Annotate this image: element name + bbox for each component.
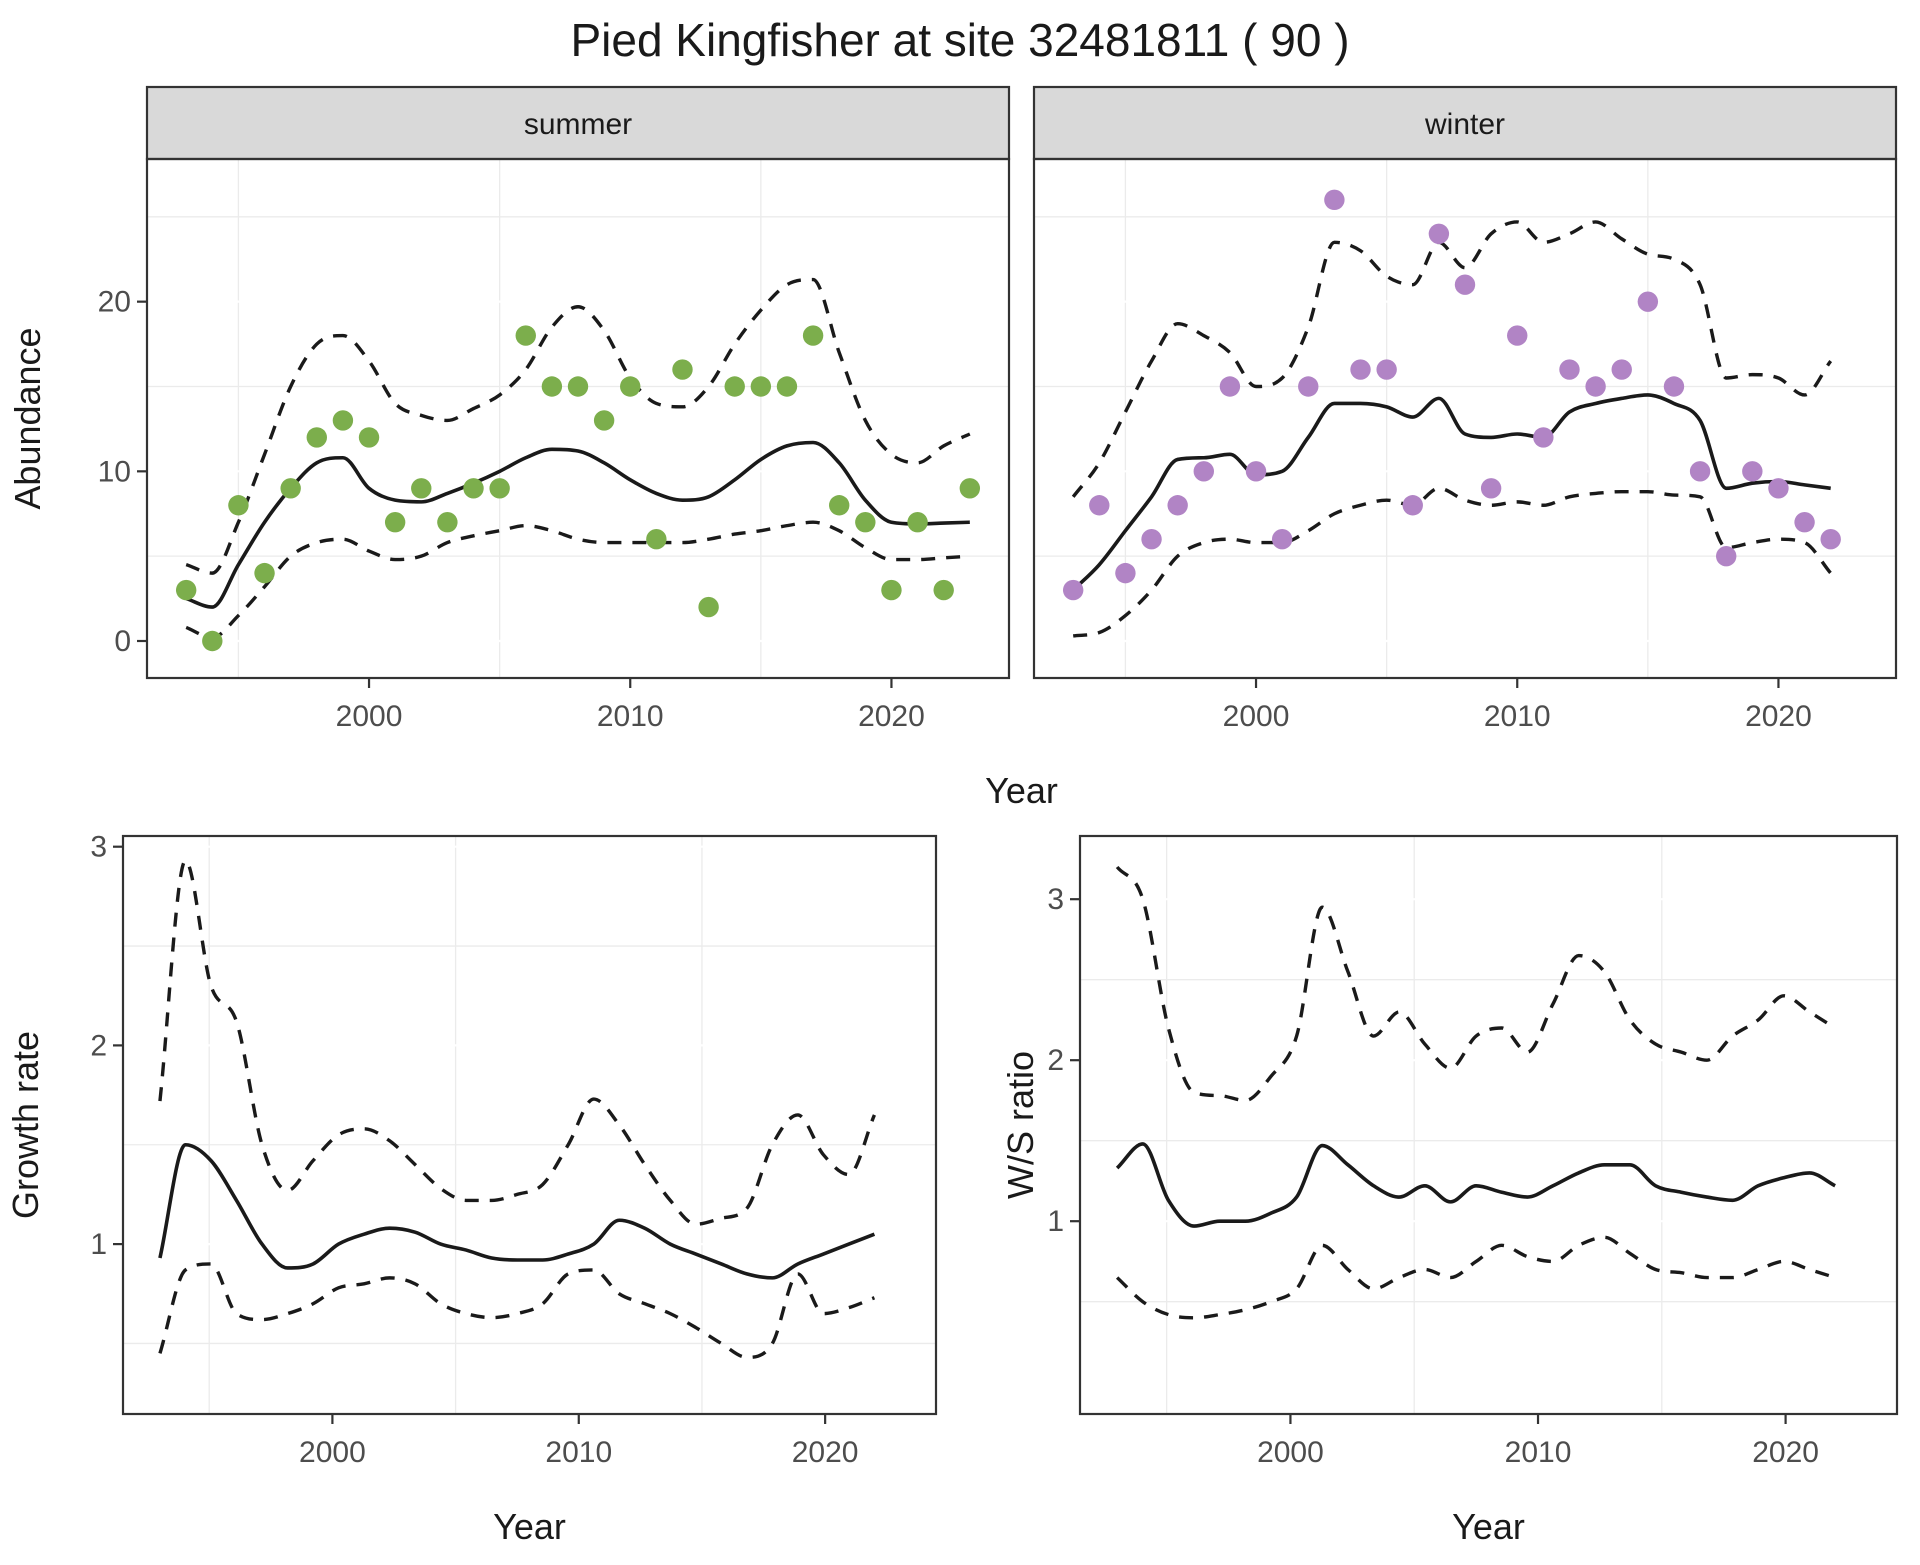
- svg-text:10: 10: [98, 455, 131, 488]
- svg-text:2000: 2000: [1223, 700, 1290, 733]
- svg-text:Pied Kingfisher at site 324818: Pied Kingfisher at site 32481811 ( 90 ): [570, 14, 1349, 66]
- svg-text:3: 3: [1047, 883, 1064, 916]
- svg-text:2010: 2010: [545, 1436, 612, 1469]
- svg-text:20: 20: [98, 286, 131, 319]
- svg-text:2020: 2020: [858, 700, 925, 733]
- svg-text:2000: 2000: [336, 700, 403, 733]
- svg-text:1: 1: [1047, 1205, 1064, 1238]
- svg-text:1: 1: [90, 1228, 107, 1261]
- svg-text:Growth rate: Growth rate: [5, 1031, 46, 1219]
- svg-text:2010: 2010: [1484, 700, 1551, 733]
- svg-text:2010: 2010: [597, 700, 664, 733]
- svg-text:summer: summer: [524, 108, 632, 141]
- svg-text:winter: winter: [1424, 108, 1505, 141]
- svg-text:Year: Year: [493, 1506, 566, 1547]
- svg-text:2: 2: [90, 1029, 107, 1062]
- svg-text:3: 3: [90, 831, 107, 864]
- svg-text:2020: 2020: [792, 1436, 859, 1469]
- svg-text:Abundance: Abundance: [7, 327, 48, 509]
- svg-text:2000: 2000: [299, 1436, 366, 1469]
- svg-text:0: 0: [114, 625, 131, 658]
- svg-text:2: 2: [1047, 1044, 1064, 1077]
- svg-text:Year: Year: [1452, 1506, 1525, 1547]
- svg-text:2020: 2020: [1745, 700, 1812, 733]
- svg-text:2000: 2000: [1257, 1436, 1324, 1469]
- svg-text:W/S ratio: W/S ratio: [1000, 1051, 1041, 1199]
- svg-text:Year: Year: [985, 770, 1058, 811]
- svg-text:2010: 2010: [1505, 1436, 1572, 1469]
- svg-text:2020: 2020: [1752, 1436, 1819, 1469]
